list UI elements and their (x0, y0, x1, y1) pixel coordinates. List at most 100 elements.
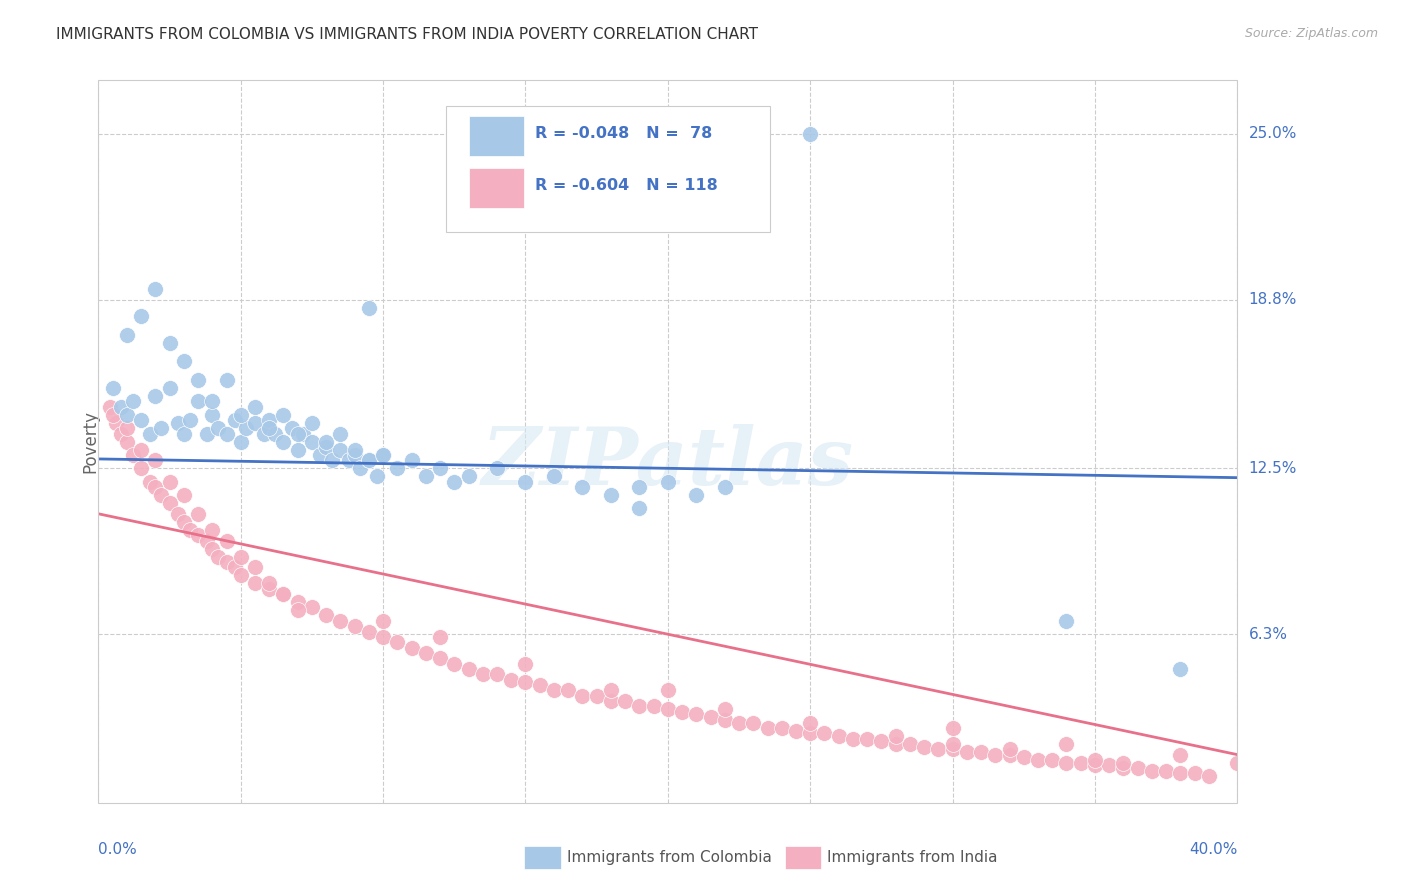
Point (600, 683, 623, 698)
Text: ZIPatlas: ZIPatlas (482, 425, 853, 502)
Text: IMMIGRANTS FROM COLOMBIA VS IMMIGRANTS FROM INDIA POVERTY CORRELATION CHART: IMMIGRANTS FROM COLOMBIA VS IMMIGRANTS F… (56, 27, 758, 42)
Point (259, 582, 281, 596)
Y-axis label: Poverty: Poverty (82, 410, 98, 473)
Point (1198, 769, 1220, 783)
Point (273, 408, 295, 422)
Point (243, 560, 266, 574)
Point (243, 416, 266, 430)
Point (401, 453, 423, 467)
Text: R = -0.604   N = 118: R = -0.604 N = 118 (534, 178, 717, 193)
Point (501, 673, 523, 687)
Point (685, 707, 707, 722)
Point (671, 705, 693, 719)
Point (215, 426, 238, 441)
Point (1026, 753, 1049, 767)
Point (98, 400, 121, 414)
Point (129, 309, 152, 323)
Point (1226, 756, 1249, 770)
Point (145, 389, 167, 403)
Point (429, 651, 451, 665)
Point (159, 335, 181, 350)
Point (373, 448, 395, 462)
Text: 0.0%: 0.0% (98, 842, 138, 856)
Point (515, 657, 537, 671)
Point (457, 662, 479, 676)
Point (349, 461, 371, 475)
FancyBboxPatch shape (446, 105, 770, 232)
Point (1012, 750, 1035, 764)
Point (529, 678, 551, 692)
Point (150, 488, 173, 502)
Point (628, 501, 651, 516)
Text: 25.0%: 25.0% (1249, 127, 1296, 141)
Point (229, 549, 252, 564)
Point (243, 400, 266, 414)
Point (912, 739, 935, 754)
Point (301, 434, 323, 449)
Point (486, 461, 509, 475)
Point (264, 426, 287, 441)
Point (145, 480, 167, 494)
Point (287, 595, 309, 609)
Point (229, 568, 252, 582)
Point (1140, 764, 1163, 778)
Point (259, 576, 281, 591)
Point (643, 699, 665, 714)
Point (273, 587, 295, 601)
Point (373, 448, 395, 462)
Point (159, 381, 181, 395)
Point (129, 461, 152, 475)
Point (243, 576, 266, 591)
Point (571, 480, 593, 494)
Point (543, 683, 565, 698)
Point (785, 723, 807, 738)
Point (956, 745, 979, 759)
Point (101, 381, 124, 395)
Point (387, 461, 409, 475)
Point (1126, 761, 1149, 775)
Point (984, 747, 1007, 762)
Point (628, 480, 651, 494)
Point (343, 448, 366, 462)
Point (173, 354, 195, 368)
Point (685, 488, 707, 502)
Point (942, 742, 965, 756)
Point (799, 726, 821, 740)
Point (1056, 737, 1078, 751)
Point (387, 635, 409, 649)
Point (657, 475, 679, 489)
Point (373, 614, 395, 628)
Point (173, 488, 195, 502)
Point (187, 528, 209, 542)
Point (1084, 753, 1107, 767)
Point (1112, 756, 1135, 770)
Point (942, 737, 965, 751)
Point (281, 421, 304, 435)
Point (714, 702, 737, 716)
Point (1084, 758, 1107, 772)
Point (884, 737, 907, 751)
Point (343, 442, 366, 457)
Point (229, 408, 252, 422)
Point (357, 453, 380, 467)
Point (187, 507, 209, 521)
Point (471, 667, 494, 681)
Point (415, 646, 437, 660)
Point (443, 657, 465, 671)
Text: 18.8%: 18.8% (1249, 293, 1296, 307)
Point (201, 523, 224, 537)
Point (329, 614, 352, 628)
Point (357, 624, 380, 639)
Point (252, 426, 274, 441)
Point (121, 394, 143, 409)
Point (259, 421, 281, 435)
Point (301, 416, 323, 430)
Point (215, 373, 238, 387)
Point (714, 480, 737, 494)
Point (110, 426, 132, 441)
Point (343, 619, 366, 633)
Point (138, 475, 160, 489)
Point (329, 426, 352, 441)
Point (856, 731, 879, 746)
Point (515, 675, 537, 690)
